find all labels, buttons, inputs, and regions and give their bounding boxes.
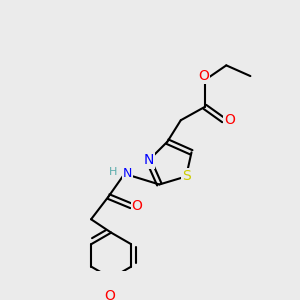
Text: O: O [198,69,209,83]
Text: N: N [143,153,154,167]
Text: S: S [182,169,190,183]
Text: H: H [109,167,118,177]
Text: O: O [224,113,235,127]
Text: O: O [132,199,142,213]
Text: N: N [123,167,132,180]
Text: O: O [104,289,115,300]
